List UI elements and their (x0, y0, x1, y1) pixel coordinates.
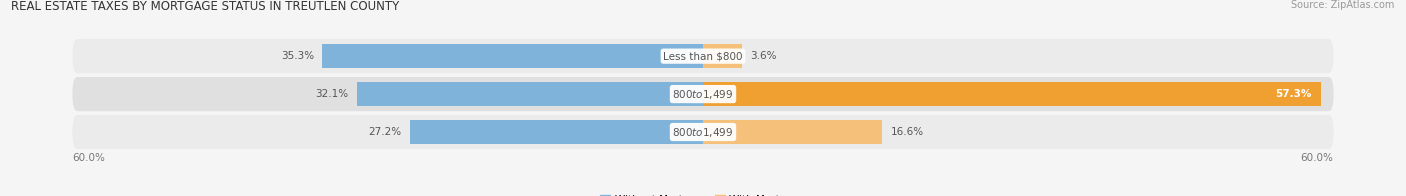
Text: $800 to $1,499: $800 to $1,499 (672, 88, 734, 101)
Text: 57.3%: 57.3% (1275, 89, 1312, 99)
FancyBboxPatch shape (73, 39, 1333, 73)
Text: 60.0%: 60.0% (1301, 153, 1333, 163)
Text: $800 to $1,499: $800 to $1,499 (672, 125, 734, 139)
Text: REAL ESTATE TAXES BY MORTGAGE STATUS IN TREUTLEN COUNTY: REAL ESTATE TAXES BY MORTGAGE STATUS IN … (11, 0, 399, 13)
Legend: Without Mortgage, With Mortgage: Without Mortgage, With Mortgage (596, 191, 810, 196)
FancyBboxPatch shape (73, 77, 1333, 111)
FancyBboxPatch shape (73, 115, 1333, 149)
Text: Source: ZipAtlas.com: Source: ZipAtlas.com (1291, 0, 1395, 10)
Bar (703, 82, 1320, 106)
Text: 60.0%: 60.0% (73, 153, 105, 163)
Text: 27.2%: 27.2% (368, 127, 401, 137)
Text: 3.6%: 3.6% (751, 51, 778, 61)
Bar (357, 82, 703, 106)
Bar (703, 44, 742, 68)
Bar (703, 120, 882, 144)
Text: 35.3%: 35.3% (281, 51, 314, 61)
Text: 16.6%: 16.6% (890, 127, 924, 137)
Bar (322, 44, 703, 68)
Bar (409, 120, 703, 144)
Text: Less than $800: Less than $800 (664, 51, 742, 61)
Text: 32.1%: 32.1% (315, 89, 349, 99)
